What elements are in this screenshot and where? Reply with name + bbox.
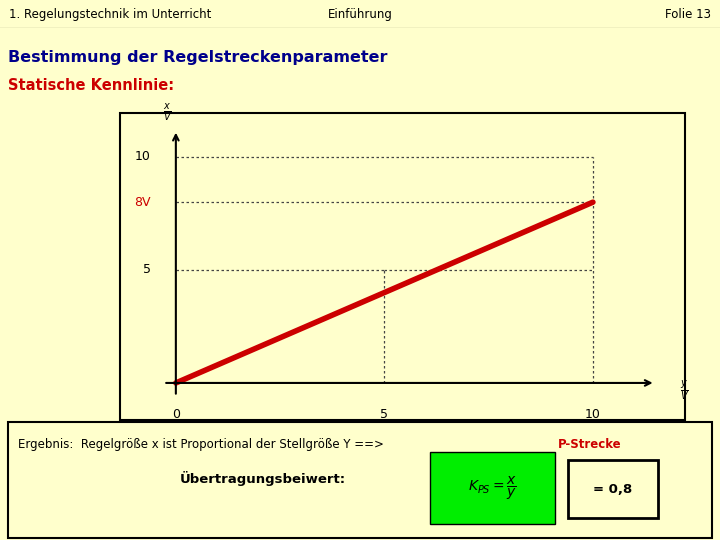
Text: Einführung: Einführung (328, 8, 392, 21)
Text: 1. Regelungstechnik im Unterricht: 1. Regelungstechnik im Unterricht (9, 8, 211, 21)
Text: 5: 5 (380, 408, 388, 421)
Bar (568, 460, 658, 518)
Text: Statische Kennlinie:: Statische Kennlinie: (8, 78, 174, 93)
Text: $K_{PS} = \dfrac{x}{y}$: $K_{PS} = \dfrac{x}{y}$ (467, 474, 516, 502)
Bar (8, 422, 712, 538)
Text: = 0,8: = 0,8 (593, 483, 633, 496)
Text: Bestimmung der Regelstreckenparameter: Bestimmung der Regelstreckenparameter (8, 50, 387, 65)
Text: $\frac{y}{V}$: $\frac{y}{V}$ (680, 378, 690, 402)
Text: Ergebnis:  Regelgröße x ist Proportional der Stellgröße Y ==>: Ergebnis: Regelgröße x ist Proportional … (18, 438, 387, 451)
Text: P-Strecke: P-Strecke (558, 438, 621, 451)
Bar (430, 452, 555, 524)
Text: $\frac{x}{V}$: $\frac{x}{V}$ (163, 102, 172, 123)
Text: 8V: 8V (135, 195, 150, 208)
Text: Übertragungsbeiwert:: Übertragungsbeiwert: (180, 470, 346, 485)
Bar (120, 113, 685, 420)
Text: Folie 13: Folie 13 (665, 8, 711, 21)
Text: 5: 5 (143, 264, 150, 276)
Text: 10: 10 (135, 151, 150, 164)
Text: 0: 0 (172, 408, 180, 421)
Text: 10: 10 (585, 408, 601, 421)
